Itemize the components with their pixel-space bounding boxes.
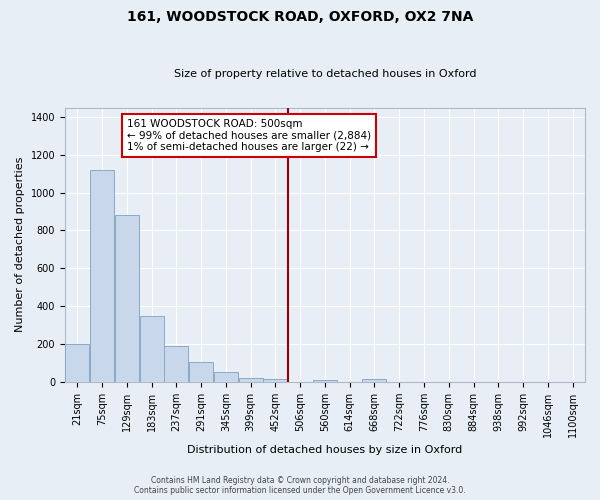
Bar [239,378,263,382]
Y-axis label: Number of detached properties: Number of detached properties [15,157,25,332]
Text: 161, WOODSTOCK ROAD, OXFORD, OX2 7NA: 161, WOODSTOCK ROAD, OXFORD, OX2 7NA [127,10,473,24]
X-axis label: Distribution of detached houses by size in Oxford: Distribution of detached houses by size … [187,445,463,455]
Bar [65,344,89,382]
Bar [140,316,164,382]
Bar [164,346,188,382]
Bar [313,380,337,382]
Bar [362,379,386,382]
Bar [263,379,287,382]
Title: Size of property relative to detached houses in Oxford: Size of property relative to detached ho… [174,69,476,79]
Bar [115,216,139,382]
Text: 161 WOODSTOCK ROAD: 500sqm
← 99% of detached houses are smaller (2,884)
1% of se: 161 WOODSTOCK ROAD: 500sqm ← 99% of deta… [127,119,371,152]
Bar [214,372,238,382]
Bar [189,362,213,382]
Bar [90,170,114,382]
Text: Contains HM Land Registry data © Crown copyright and database right 2024.
Contai: Contains HM Land Registry data © Crown c… [134,476,466,495]
